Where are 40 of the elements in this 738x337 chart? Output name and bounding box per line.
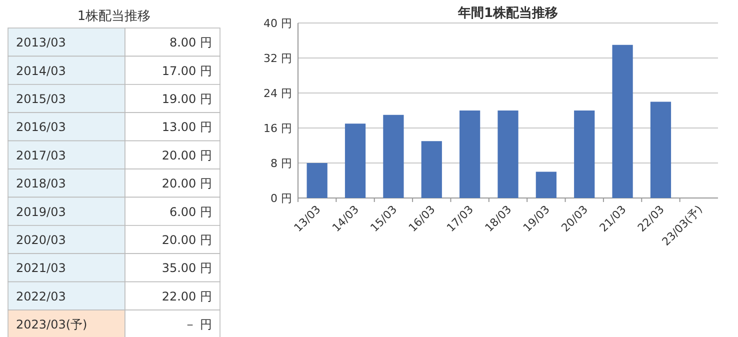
text: 35.00 円 xyxy=(162,261,212,276)
text: 19.00 円 xyxy=(162,92,212,106)
bar xyxy=(306,163,328,198)
category-label: 2022/03 xyxy=(16,289,66,304)
y-tick-label: 24 円 xyxy=(264,87,292,100)
category-label: 2017/03 xyxy=(16,148,66,162)
bar xyxy=(612,44,633,198)
text: 1株配当推移 xyxy=(77,9,151,24)
bar xyxy=(383,114,404,198)
category-label: 2018/03 xyxy=(16,176,66,191)
bar xyxy=(344,124,366,198)
category-label: 2013/03 xyxy=(16,36,66,50)
chart-title: 年間1株配当推移 xyxy=(456,6,558,21)
text: 22.00 円 xyxy=(162,289,212,304)
category-label: 2019/03 xyxy=(16,204,66,219)
category-label: 2014/03 xyxy=(16,64,66,78)
text: 6.00 円 xyxy=(169,204,212,219)
category-label: 2016/03 xyxy=(16,120,66,134)
bar xyxy=(460,110,480,198)
category-label: 2020/03 xyxy=(16,233,66,247)
text: 20.00 円 xyxy=(162,233,212,247)
text: 20.00 円 xyxy=(162,148,212,162)
y-tick-label: 32 円 xyxy=(264,52,292,65)
bar xyxy=(574,110,595,198)
text: 17.00 円 xyxy=(162,64,212,78)
y-tick-label: 8 円 xyxy=(270,157,292,170)
text: 20.00 円 xyxy=(162,176,212,191)
category-label: 2015/03 xyxy=(16,92,66,106)
bar xyxy=(536,172,556,198)
y-tick-label: 0 円 xyxy=(270,192,292,205)
text: 13.00 円 xyxy=(162,120,212,134)
y-tick-label: 16 円 xyxy=(264,122,292,135)
y-tick-label: 40 円 xyxy=(264,17,292,30)
bar xyxy=(421,141,442,198)
bar xyxy=(498,110,518,198)
text: 8.00 円 xyxy=(169,36,212,50)
category-label: 2021/03 xyxy=(16,261,66,276)
category-label: 2023/03(予) xyxy=(16,318,88,332)
bar xyxy=(650,102,672,198)
text: － 円 xyxy=(184,318,212,332)
